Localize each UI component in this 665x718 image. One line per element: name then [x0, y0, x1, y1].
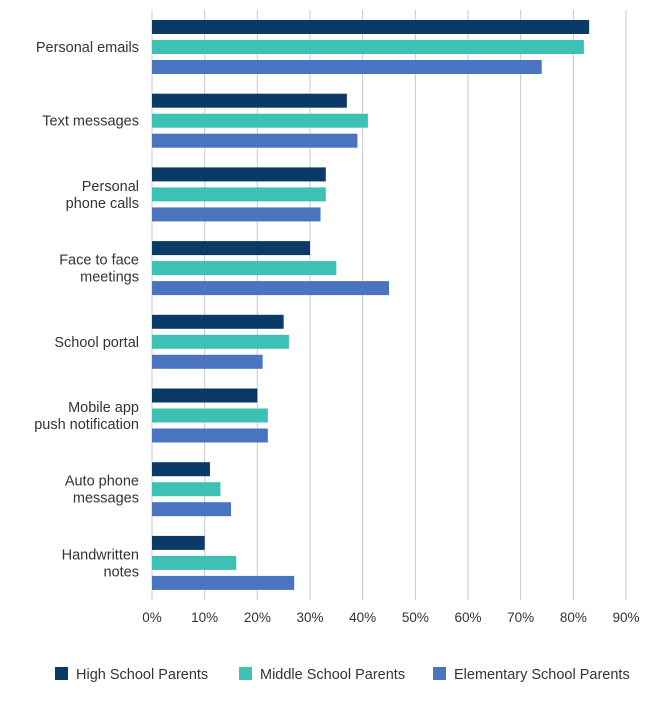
legend-swatch [433, 667, 446, 680]
category-label: Face to face meetings [59, 253, 139, 286]
legend: High School Parents Middle School Parents… [55, 667, 630, 683]
bar [152, 113, 368, 128]
legend-label: Middle School Parents [260, 667, 405, 683]
x-tick-label: 50% [402, 610, 429, 625]
bar [152, 408, 268, 423]
x-tick-label: 10% [191, 610, 218, 625]
bar [152, 535, 205, 550]
x-tick-label: 60% [454, 610, 481, 625]
x-tick-label: 20% [244, 610, 271, 625]
bar [152, 502, 231, 517]
bar [152, 462, 210, 477]
x-axis-tick-labels: 0% 10% 20% 30% 40% 50% 60% 70% 80% 90% [142, 610, 639, 625]
bar [152, 40, 584, 54]
bar [152, 241, 310, 256]
bar [152, 187, 326, 202]
bar [152, 354, 263, 369]
x-tick-label: 0% [142, 610, 162, 625]
bar [152, 20, 590, 34]
legend-item: Elementary School Parents [433, 667, 630, 683]
category-label: Auto phone messages [65, 474, 139, 507]
legend-swatch [239, 667, 252, 680]
category-label: Personal emails [36, 40, 139, 56]
legend-item: High School Parents [55, 667, 208, 683]
bar [152, 133, 358, 148]
legend-swatch [55, 667, 68, 680]
bar [152, 334, 289, 349]
bar [152, 555, 237, 570]
category-label: School portal [54, 335, 139, 351]
category-labels: Personal emails Text messages Personal phon… [34, 40, 139, 580]
bar [152, 93, 347, 108]
gridlines [151, 10, 627, 600]
category-label: Personal phone calls [66, 179, 139, 212]
legend-label: High School Parents [76, 667, 208, 683]
x-tick-label: 30% [296, 610, 323, 625]
x-tick-label: 40% [349, 610, 376, 625]
category-label: Mobile app push notification [34, 400, 139, 433]
category-label: Text messages [42, 114, 139, 130]
bars [152, 20, 590, 590]
bar [152, 207, 321, 222]
legend-label: Elementary School Parents [454, 667, 630, 683]
bar [152, 428, 268, 443]
x-tick-label: 70% [507, 610, 534, 625]
category-label: Handwritten notes [62, 547, 139, 580]
bar [152, 281, 389, 296]
x-tick-label: 90% [612, 610, 639, 625]
bar [152, 261, 337, 276]
legend-item: Middle School Parents [239, 667, 405, 683]
bar [152, 482, 221, 497]
bar [152, 60, 542, 74]
bar [152, 388, 258, 403]
x-tick-label: 80% [560, 610, 587, 625]
bar [152, 314, 284, 329]
bar [152, 167, 326, 182]
bar [152, 575, 295, 590]
